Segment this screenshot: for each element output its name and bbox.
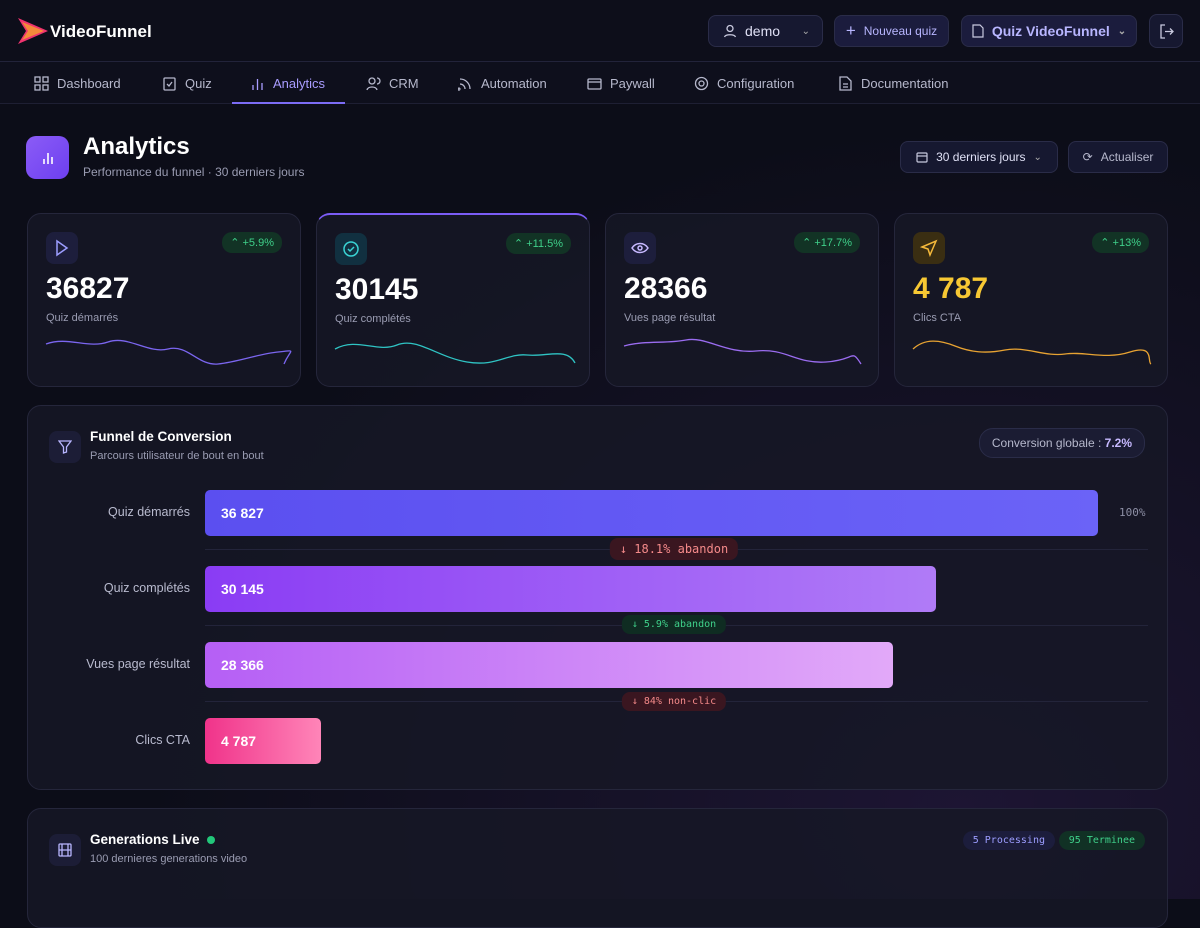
conversion-badge: Conversion globale : 7.2%	[978, 428, 1145, 458]
live-title-text: Generations Live	[90, 832, 200, 847]
kpi-change: ⌃ +5.9%	[222, 232, 282, 253]
nav-item[interactable]: Documentation	[838, 62, 948, 104]
kpi-icon	[335, 233, 367, 265]
nav-label: Paywall	[610, 75, 655, 91]
kpi-change-value: +13%	[1112, 237, 1141, 249]
funnel-bar: 28 366	[205, 642, 893, 688]
live-subtitle: 100 dernieres generations video	[90, 853, 248, 865]
quiz-selector[interactable]: Quiz VideoFunnel ⌄	[961, 15, 1137, 47]
new-quiz-label: Nouveau quiz	[863, 24, 938, 38]
funnel-bar: 30 145	[205, 566, 936, 612]
nav-label: Documentation	[861, 75, 949, 91]
kpi-sparkline	[606, 214, 880, 393]
kpi-change-value: +11.5%	[526, 238, 563, 250]
nav-label: Dashboard	[57, 75, 121, 91]
nav-item[interactable]: Analytics	[250, 62, 325, 104]
nav-label: Configuration	[717, 75, 795, 91]
funnel-drop-badge: ↓ 5.9% abandon	[621, 615, 727, 634]
header: VideoFunnel demo ⌄ + Nouveau quiz Quiz Vid…	[0, 0, 1200, 62]
kpi-change-value: +5.9%	[242, 237, 275, 249]
nav-item[interactable]: Paywall	[587, 62, 655, 104]
conversion-value: 7.2%	[1104, 436, 1132, 450]
kpi-label: Quiz complétés	[335, 313, 411, 325]
kpi-card: ⌃ +11.5% 30145 Quiz complétés	[316, 213, 590, 387]
funnel-step-label: Clics CTA	[135, 733, 190, 747]
processing-badge: 5 Processing	[962, 831, 1055, 850]
funnel-value-label: 4 787	[221, 733, 257, 749]
kpi-value: 28366	[624, 272, 708, 305]
nav-item[interactable]: Automation	[458, 62, 547, 104]
funnel-title: Funnel de Conversion	[90, 429, 232, 444]
refresh-label: Actualiser	[1100, 150, 1154, 164]
period-label: 30 derniers jours	[936, 150, 1026, 164]
page-subtitle: Performance du funnel · 30 derniers jour…	[83, 165, 305, 179]
nav-item[interactable]: Quiz	[162, 62, 212, 104]
kpi-card: ⌃ +5.9% 36827 Quiz démarrés	[27, 213, 301, 387]
funnel-value-label: 30 145	[221, 581, 264, 597]
funnel-step-label: Quiz démarrés	[108, 505, 190, 519]
done-badge: 95 Terminee	[1058, 831, 1145, 850]
kpi-sparkline	[895, 214, 1169, 393]
funnel-bar: 4 787	[205, 718, 322, 764]
live-title: Generations Live	[90, 832, 216, 847]
funnel-step-label: Vues page résultat	[86, 657, 190, 671]
funnel-drop-badge: ↓ 84% non-clic	[621, 692, 727, 711]
page-icon	[26, 136, 69, 179]
funnel-icon	[49, 431, 81, 463]
nav-item[interactable]: Dashboard	[34, 62, 121, 104]
funnel-value-label: 28 366	[221, 657, 264, 673]
top-share: 100%	[1119, 506, 1146, 519]
nav-label: Automation	[481, 75, 547, 91]
page-title: Analytics	[83, 133, 190, 160]
kpi-sparkline	[317, 215, 591, 394]
kpi-card: ⌃ +17.7% 28366 Vues page résultat	[605, 213, 879, 387]
funnel-subtitle: Parcours utilisateur de bout en bout	[90, 450, 264, 462]
live-icon	[49, 834, 81, 866]
kpi-icon	[46, 232, 78, 264]
nav-label: Quiz	[185, 75, 212, 91]
nav-active-underline	[232, 102, 345, 104]
logout-button[interactable]	[1149, 14, 1183, 48]
kpi-value: 30145	[335, 273, 419, 306]
user-name: demo	[745, 23, 781, 39]
conversion-label: Conversion globale :	[991, 436, 1102, 450]
brand: VideoFunnel	[50, 22, 152, 41]
nav-item[interactable]: Configuration	[694, 62, 794, 104]
kpi-label: Clics CTA	[913, 312, 962, 324]
kpi-change: ⌃ +13%	[1092, 232, 1149, 253]
nav-label: CRM	[389, 75, 419, 91]
kpi-card: ⌃ +13% 4 787 Clics CTA	[894, 213, 1168, 387]
kpi-label: Vues page résultat	[624, 312, 716, 324]
user-menu[interactable]: demo ⌄	[708, 15, 823, 47]
quiz-selector-label: Quiz VideoFunnel	[991, 23, 1110, 39]
logo	[18, 18, 48, 44]
live-card: Generations Live 100 dernieres generatio…	[27, 808, 1168, 928]
kpi-value: 36827	[46, 272, 130, 305]
period-selector[interactable]: 30 derniers jours ⌄	[900, 141, 1058, 173]
kpi-change: ⌃ +11.5%	[505, 233, 571, 254]
kpi-icon	[624, 232, 656, 264]
funnel-value-label: 36 827	[221, 505, 264, 521]
nav-label: Analytics	[273, 75, 326, 91]
kpi-icon	[913, 232, 945, 264]
funnel-drop-badge: ↓ 18.1% abandon	[609, 538, 739, 560]
kpi-sparkline	[28, 214, 302, 393]
kpi-label: Quiz démarrés	[46, 312, 119, 324]
nav-item[interactable]: CRM	[366, 62, 419, 104]
kpi-change: ⌃ +17.7%	[794, 232, 860, 253]
funnel-step-label: Quiz complétés	[103, 581, 190, 595]
new-quiz-button[interactable]: + Nouveau quiz	[834, 15, 949, 47]
nav-bar: Dashboard Quiz Analytics CRM Automation Paywa…	[0, 62, 1200, 104]
refresh-button[interactable]: ⟳ Actualiser	[1068, 141, 1168, 173]
kpi-change-value: +17.7%	[814, 237, 852, 249]
kpi-value: 4 787	[913, 272, 989, 305]
funnel-bar: 36 827	[205, 490, 1098, 536]
